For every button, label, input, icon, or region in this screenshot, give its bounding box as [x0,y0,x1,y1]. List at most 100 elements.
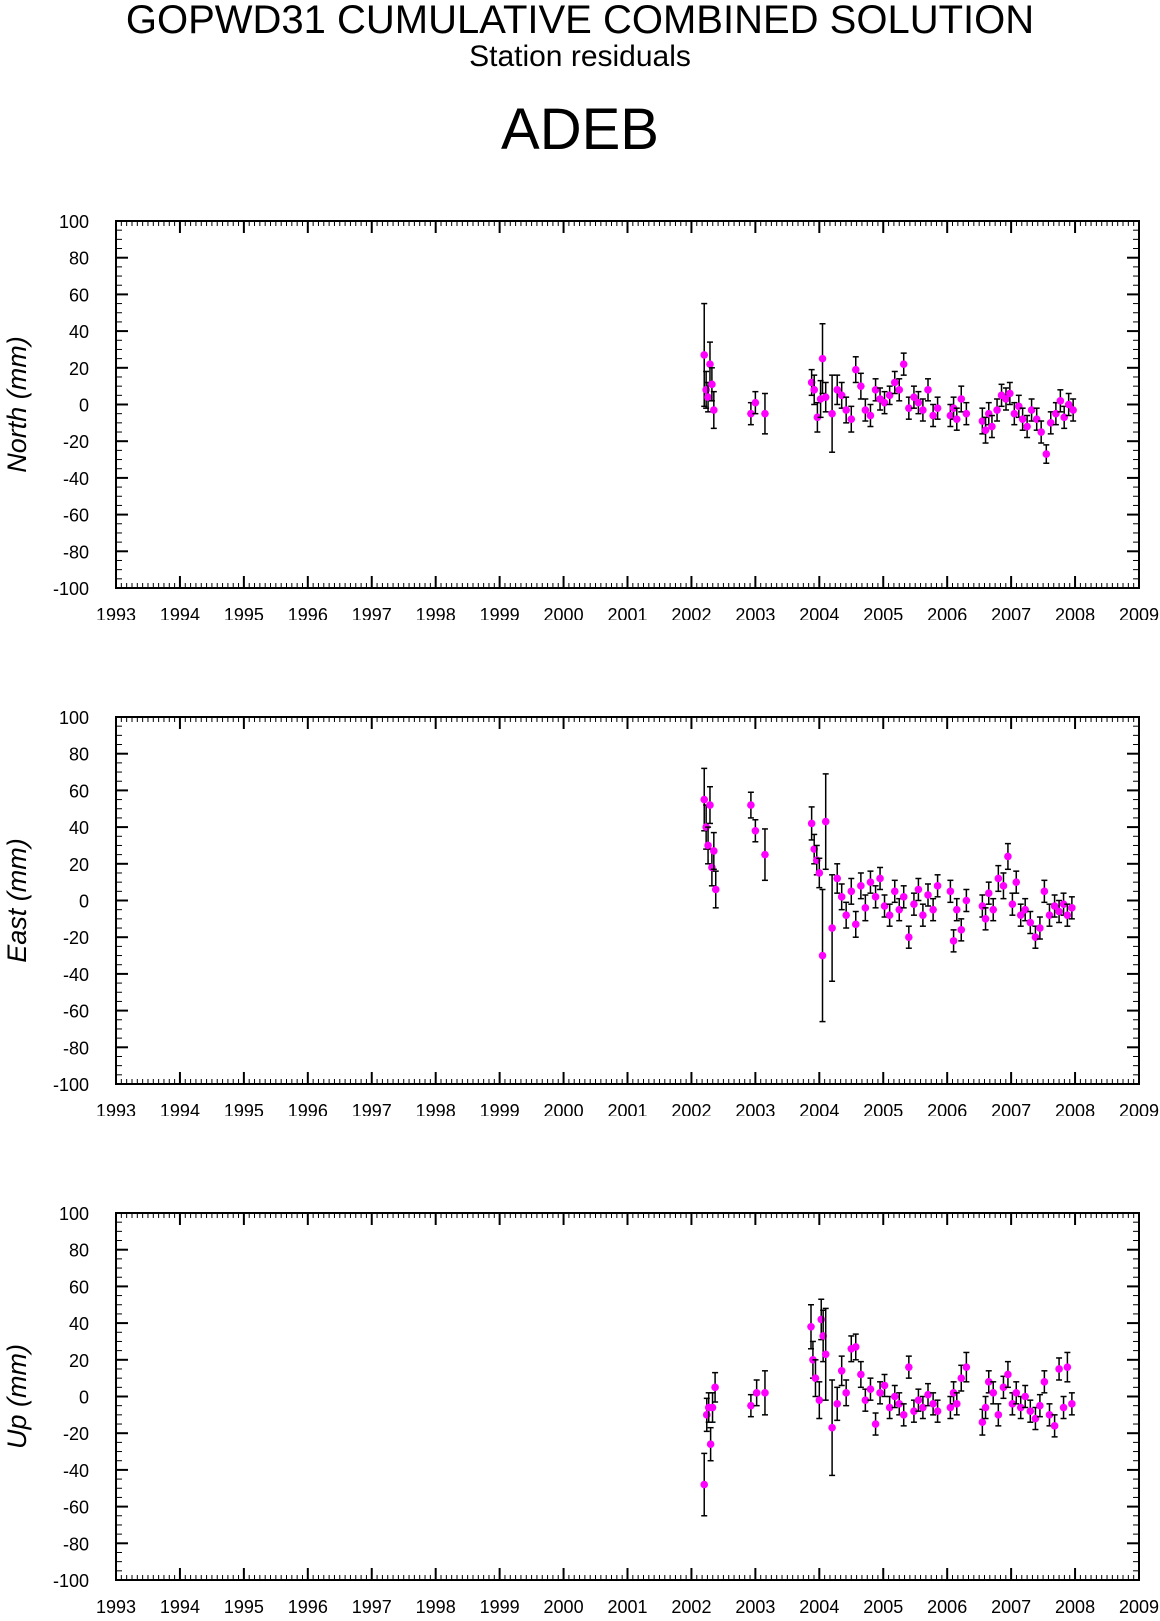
data-marker [1002,395,1010,403]
x-tick-label: 2009 [1119,1597,1159,1617]
y-axis-label: Up (mm) [2,1344,32,1449]
data-point [952,897,961,922]
data-marker [952,1400,961,1408]
x-tick-label: 2009 [1119,605,1159,620]
data-point [933,1399,942,1423]
y-tick-label: 60 [69,285,89,305]
data-point [924,378,932,402]
data-point [914,390,923,415]
data-marker [700,1480,709,1489]
data-point [706,785,714,825]
x-tick-label: 2003 [735,605,775,620]
data-marker [837,1367,846,1375]
data-marker [833,874,842,883]
data-marker [924,1390,932,1399]
data-point [962,1351,971,1383]
data-marker [1042,450,1051,458]
y-axis-label: North (mm) [2,336,32,473]
data-point [899,885,908,909]
data-point [833,374,842,406]
data-marker [710,847,718,855]
data-point [924,1382,932,1407]
data-marker [706,360,714,368]
data-marker [962,1363,971,1371]
y-tick-label: -80 [63,1038,89,1058]
data-point [761,392,769,435]
y-tick-label: 100 [59,1204,89,1224]
data-marker [1004,852,1012,861]
x-tick-label: 2002 [671,605,711,620]
up-panel: 1993 1994 1995 1996 1997 1998 1999 2000 2001 2002… [2,1204,1159,1617]
data-point [1026,1399,1035,1423]
data-marker [929,905,937,914]
data-marker [807,819,816,828]
chart-title: GOPWD31 CUMULATIVE COMBINED SOLUTION [125,0,1035,42]
y-tick-label: -60 [63,1498,89,1518]
data-marker [899,893,908,901]
data-point [842,901,850,929]
data-point [1023,414,1031,439]
x-tick-label: 1993 [96,1597,136,1617]
x-tick-label: 1995 [224,1101,264,1116]
data-marker [1032,415,1041,423]
data-point [747,401,755,426]
data-marker [842,1389,850,1397]
data-marker [837,391,846,400]
data-marker [871,386,880,394]
data-marker [807,1322,815,1331]
data-point [919,1395,927,1420]
data-marker [905,933,913,941]
data-point [1050,894,1059,918]
data-marker [885,391,894,400]
x-tick-label: 2001 [607,1597,647,1617]
data-point [876,1381,884,1405]
y-tick-label: -80 [63,1534,89,1554]
y-tick-label: 100 [59,212,89,232]
x-tick-label: 1993 [96,1101,136,1116]
data-marker [751,398,760,407]
data-point [866,870,875,894]
y-tick-label: 0 [79,1388,89,1408]
data-marker [1008,900,1017,908]
data-marker [1059,1403,1068,1412]
data-marker [861,904,870,912]
data-marker [1010,409,1019,418]
data-point [851,1333,860,1361]
data-marker [949,404,958,412]
data-marker [866,1385,875,1393]
x-tick-label: 2001 [607,605,647,620]
data-point [710,831,718,871]
data-marker [876,1389,884,1397]
data-point [851,910,860,938]
data-marker [861,406,870,414]
x-tick-label: 1996 [288,1597,328,1617]
data-marker [981,1403,990,1412]
y-tick-label: -80 [63,542,89,562]
data-point [847,877,856,905]
data-point [962,401,971,426]
data-marker [711,885,720,894]
data-point [880,894,889,918]
data-marker [949,1389,958,1397]
data-point [708,367,716,402]
y-tick-label: 100 [59,708,89,728]
data-point [1021,897,1029,922]
data-marker [880,902,889,910]
data-marker [989,1389,998,1397]
data-point [1004,842,1012,871]
data-marker [1069,406,1077,414]
y-tick-label: 0 [79,892,89,912]
data-marker [1031,1414,1040,1423]
data-marker [1050,1422,1059,1430]
y-tick-label: -20 [63,928,89,948]
data-point [876,866,884,891]
data-point [1012,870,1021,894]
data-marker [1014,402,1023,411]
y-tick-label: -40 [63,1461,89,1481]
data-point [999,872,1008,900]
data-point [871,885,880,909]
data-marker [899,360,908,368]
data-point [1026,910,1035,935]
data-point [1068,1392,1076,1416]
data-marker [1040,1378,1049,1386]
